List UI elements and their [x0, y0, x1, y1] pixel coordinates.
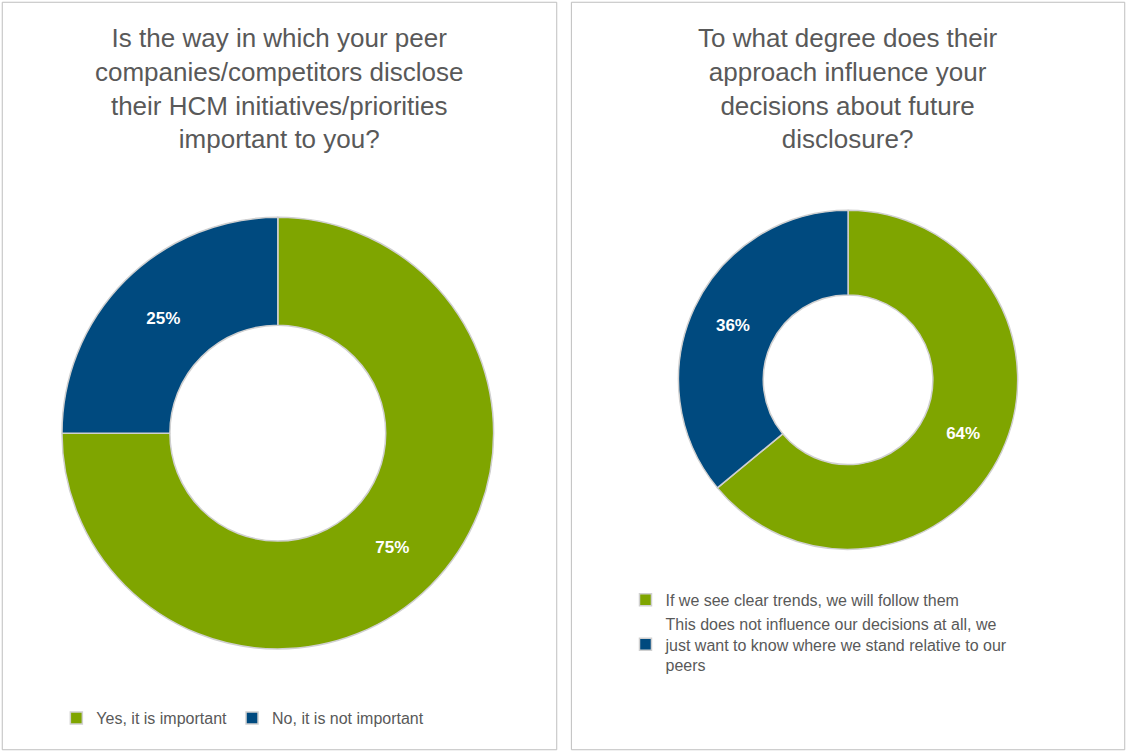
- svg-text:Yes, it is important: Yes, it is important: [96, 710, 227, 727]
- svg-text:If we see clear trends, we wil: If we see clear trends, we will follow t…: [665, 592, 958, 609]
- svg-text:25%: 25%: [146, 309, 180, 328]
- svg-text:Is the way in which your peerc: Is the way in which your peercompanies/c…: [95, 23, 464, 154]
- svg-text:64%: 64%: [946, 424, 980, 443]
- svg-text:75%: 75%: [375, 538, 409, 557]
- svg-text:To what degree does theirappro: To what degree does theirapproach influe…: [698, 23, 998, 154]
- svg-text:This does not influence our de: This does not influence our decisions at…: [664, 616, 1006, 675]
- svg-text:No, it is not important: No, it is not important: [272, 710, 424, 727]
- svg-text:36%: 36%: [716, 316, 750, 335]
